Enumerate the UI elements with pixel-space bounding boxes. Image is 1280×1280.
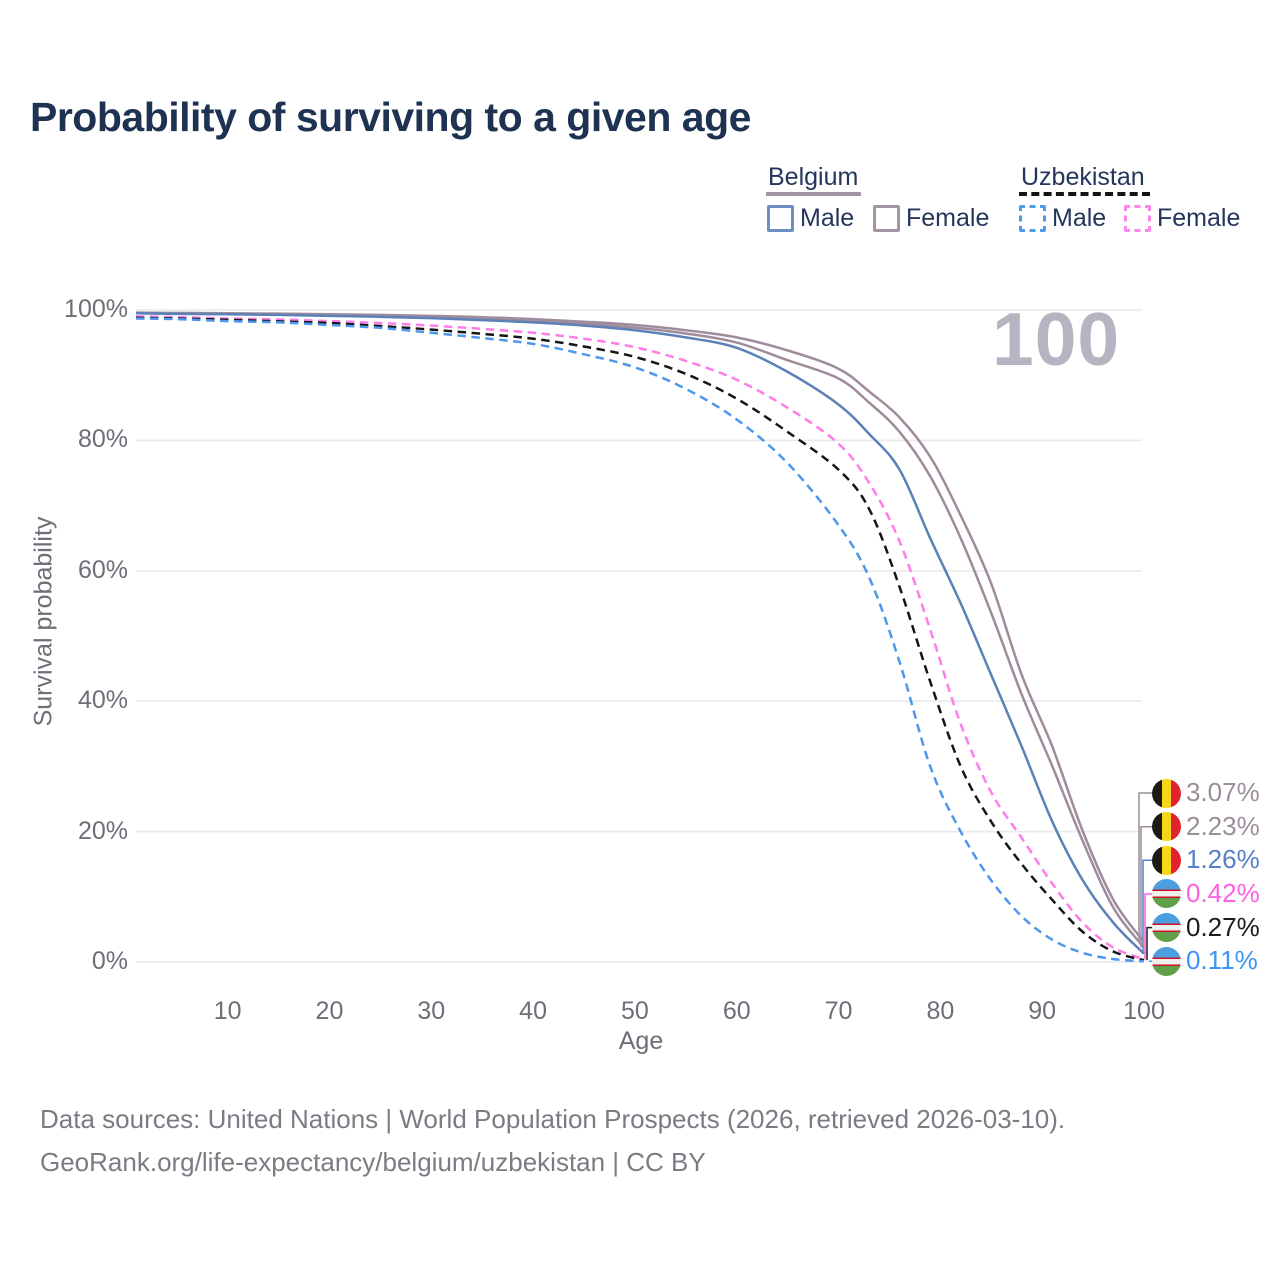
y-tick-label: 60% <box>77 555 128 584</box>
leader-line-belgium-both-sexes <box>1140 825 1153 948</box>
x-tick-label: 10 <box>213 997 242 1025</box>
x-axis-title: Age <box>618 1027 664 1055</box>
end-value-label-belgium-female: 3.07% <box>1186 777 1260 807</box>
survival-curve-uzbekistan-female[interactable] <box>135 315 1145 961</box>
uzbekistan-flag-icon <box>1152 913 1181 943</box>
belgium-flag-icon <box>1152 845 1181 875</box>
attribution-text: GeoRank.org/life-expectancy/belgium/uzbe… <box>40 1147 706 1177</box>
leader-line-uzbekistan-female <box>1144 893 1153 960</box>
end-value-label-belgium-male: 1.26% <box>1186 844 1260 875</box>
x-tick-label: 80 <box>926 997 955 1025</box>
y-axis-title: Survival probability <box>29 516 58 727</box>
survival-curve-belgium-both-sexes[interactable] <box>135 312 1145 949</box>
leader-line-uzbekistan-both-sexes <box>1146 926 1153 961</box>
x-tick-label: 40 <box>519 997 547 1025</box>
survival-curve-belgium-female[interactable] <box>135 311 1146 943</box>
belgium-flag-icon <box>1152 812 1181 842</box>
end-value-label-uzbekistan-male: 0.11% <box>1186 945 1258 976</box>
y-tick-label: 100% <box>64 295 128 323</box>
end-value-label-uzbekistan-female: 0.42% <box>1186 877 1260 908</box>
x-tick-label: 70 <box>824 997 853 1025</box>
legend-item-uzbekistan-male[interactable]: Male <box>1019 204 1106 232</box>
highlighted-age-watermark: 100 <box>992 297 1121 381</box>
legend-item-belgium-female[interactable]: Female <box>873 204 989 232</box>
belgium-female-swatch-icon <box>873 204 900 232</box>
legend-label: Female <box>1157 203 1241 232</box>
legend-item-belgium-male[interactable]: Male <box>767 204 854 232</box>
leader-line-belgium-male <box>1142 859 1153 954</box>
x-tick-label: 100 <box>1123 997 1165 1025</box>
belgium-flag-icon <box>1152 778 1181 808</box>
x-tick-label: 30 <box>417 997 446 1025</box>
legend-country-uzbekistan[interactable]: Uzbekistan <box>1021 163 1145 191</box>
uzbekistan-male-swatch-icon <box>1019 204 1046 232</box>
survival-curve-uzbekistan-both-sexes[interactable] <box>135 316 1145 962</box>
legend-label: Male <box>1052 203 1107 232</box>
survival-curve-belgium-male[interactable] <box>135 312 1145 955</box>
y-tick-label: 20% <box>77 816 128 845</box>
survival-curve-uzbekistan-male[interactable] <box>135 317 1145 963</box>
x-tick-label: 60 <box>722 997 751 1025</box>
end-value-label-uzbekistan-both-sexes: 0.27% <box>1186 911 1260 942</box>
uzbekistan-dashed-line-sample <box>1019 192 1150 196</box>
belgium-solid-line-sample <box>766 192 861 196</box>
y-tick-label: 80% <box>77 425 128 454</box>
leader-line-belgium-female <box>1138 792 1153 942</box>
page-title: Probability of surviving to a given age <box>30 94 751 140</box>
belgium-male-swatch-icon <box>767 204 794 232</box>
uzbekistan-female-swatch-icon <box>1124 204 1151 232</box>
y-tick-label: 0% <box>91 947 128 975</box>
x-tick-label: 50 <box>621 997 649 1025</box>
uzbekistan-flag-icon <box>1152 879 1181 909</box>
legend-label: Male <box>800 203 855 232</box>
x-tick-label: 90 <box>1028 997 1057 1025</box>
data-sources-text: Data sources: United Nations | World Pop… <box>40 1104 1066 1134</box>
legend-label: Female <box>906 203 990 232</box>
uzbekistan-flag-icon <box>1152 946 1181 976</box>
x-tick-label: 20 <box>315 997 344 1025</box>
legend-item-uzbekistan-female[interactable]: Female <box>1124 204 1240 232</box>
legend-country-belgium[interactable]: Belgium <box>768 163 859 191</box>
end-value-label-belgium-both-sexes: 2.23% <box>1186 810 1260 841</box>
y-tick-label: 40% <box>77 686 128 715</box>
